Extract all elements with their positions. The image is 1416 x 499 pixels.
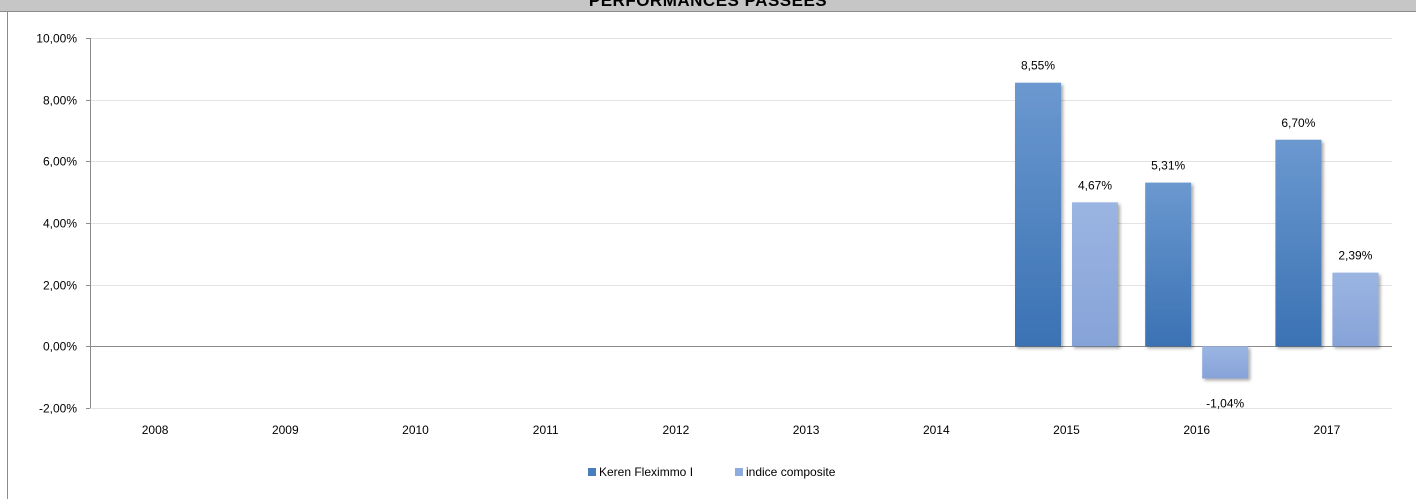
y-tick-label: 10,00% [36,32,77,46]
legend: Keren Fleximmo I indice composite [588,465,836,479]
data-label: -1,04% [1206,396,1244,410]
data-label: 6,70% [1281,116,1315,130]
bar-keren-fleximmo-i [1015,82,1061,347]
data-labels: 8,55% 5,31% 6,70% 4,67% -1,04% 2,39% [1021,59,1373,411]
bars [1015,82,1379,379]
x-tick-label: 2015 [1053,423,1080,437]
bar-keren-fleximmo-i [1275,139,1322,347]
legend-swatch [588,468,596,476]
data-label: 5,31% [1151,159,1185,173]
bar-indice-composite [1332,272,1379,347]
y-tick-label: 0,00% [43,340,77,354]
x-tick-label: 2014 [923,423,950,437]
frame-left-border [7,11,8,499]
legend-label: indice composite [746,465,836,479]
x-tick-label: 2010 [402,423,429,437]
bar-indice-composite [1072,202,1118,347]
title-bar: PERFORMANCES PASSEES [0,0,1416,12]
y-tick-label: 6,00% [43,155,77,169]
x-tick-label: 2009 [272,423,299,437]
legend-label: Keren Fleximmo I [599,465,693,479]
y-tick-label: 8,00% [43,94,77,108]
x-tick-label: 2017 [1314,423,1341,437]
y-tick-label: 2,00% [43,279,77,293]
x-tick-label: 2013 [793,423,820,437]
x-tick-label: 2011 [533,423,559,437]
data-label: 8,55% [1021,59,1055,73]
y-tick-label: 4,00% [43,217,77,231]
gridlines [90,38,1392,409]
axes: -2,00% 0,00% 2,00% 4,00% 6,00% 8,00% 10,00% 200… [36,32,1392,437]
x-tick-label: 2012 [663,423,690,437]
bar-indice-composite [1202,346,1249,379]
bar-keren-fleximmo-i [1145,182,1192,347]
chart-title: PERFORMANCES PASSEES [588,0,828,10]
legend-swatch [735,468,743,476]
x-tick-label: 2016 [1183,423,1210,437]
data-label: 2,39% [1338,249,1372,263]
y-tick-label: -2,00% [39,402,77,416]
x-tick-label: 2008 [142,423,169,437]
data-label: 4,67% [1078,178,1112,192]
